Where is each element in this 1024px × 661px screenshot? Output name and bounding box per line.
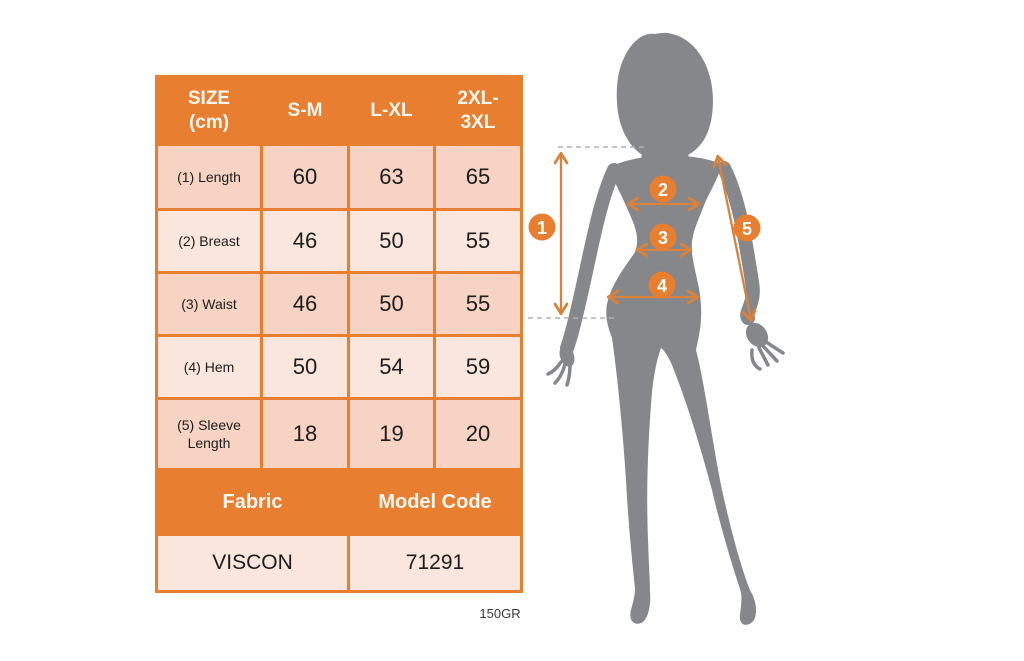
row-label-length: (1) Length	[158, 146, 260, 208]
hem-l-xl: 54	[350, 337, 433, 397]
marker-3: 3	[649, 223, 677, 251]
sleeve-2xl-3xl: 20	[436, 400, 520, 468]
model-code-header: Model Code	[350, 471, 520, 533]
waist-s-m: 46	[263, 274, 347, 334]
svg-text:3: 3	[658, 228, 668, 248]
weight-note: 150GR	[479, 606, 521, 621]
waist-l-xl: 50	[350, 274, 433, 334]
row-label-hem: (4) Hem	[158, 337, 260, 397]
fabric-value: VISCON	[158, 536, 347, 590]
dashed-reference-lines	[528, 146, 644, 319]
column-header-s-m: S-M	[263, 78, 347, 143]
svg-text:2: 2	[658, 180, 668, 200]
sleeve-l-xl: 19	[350, 400, 433, 468]
length-2xl-3xl: 65	[436, 146, 520, 208]
svg-text:1: 1	[537, 218, 547, 238]
model-code-value: 71291	[350, 536, 520, 590]
fabric-header: Fabric	[158, 471, 347, 533]
measurement-diagram: 1 2 3 4 5	[520, 20, 820, 660]
waist-2xl-3xl: 55	[436, 274, 520, 334]
hem-2xl-3xl: 59	[436, 337, 520, 397]
svg-text:4: 4	[657, 276, 667, 296]
marker-1: 1	[528, 213, 556, 241]
marker-4: 4	[648, 271, 676, 299]
column-header-l-xl: L-XL	[350, 78, 433, 143]
breast-s-m: 46	[263, 211, 347, 271]
sleeve-arrow	[712, 154, 757, 323]
breast-2xl-3xl: 55	[436, 211, 520, 271]
measurement-arrows	[553, 151, 757, 323]
female-body-silhouette-svg: 1 2 3 4 5	[528, 32, 785, 625]
marker-2: 2	[649, 175, 677, 203]
row-label-breast: (2) Breast	[158, 211, 260, 271]
table-corner-header: SIZE (cm)	[158, 78, 260, 143]
female-body-silhouette	[546, 32, 785, 625]
row-label-waist: (3) Waist	[158, 274, 260, 334]
marker-5: 5	[733, 214, 761, 242]
hem-s-m: 50	[263, 337, 347, 397]
length-l-xl: 63	[350, 146, 433, 208]
sleeve-s-m: 18	[263, 400, 347, 468]
breast-l-xl: 50	[350, 211, 433, 271]
measurement-markers: 1 2 3 4 5	[528, 175, 761, 299]
length-s-m: 60	[263, 146, 347, 208]
size-chart-table: SIZE (cm) S-M L-XL 2XL-3XL (1) Length 60…	[155, 75, 523, 593]
row-label-sleeve-length: (5) Sleeve Length	[158, 400, 260, 468]
column-header-2xl-3xl: 2XL-3XL	[436, 78, 520, 143]
svg-text:5: 5	[742, 219, 752, 239]
